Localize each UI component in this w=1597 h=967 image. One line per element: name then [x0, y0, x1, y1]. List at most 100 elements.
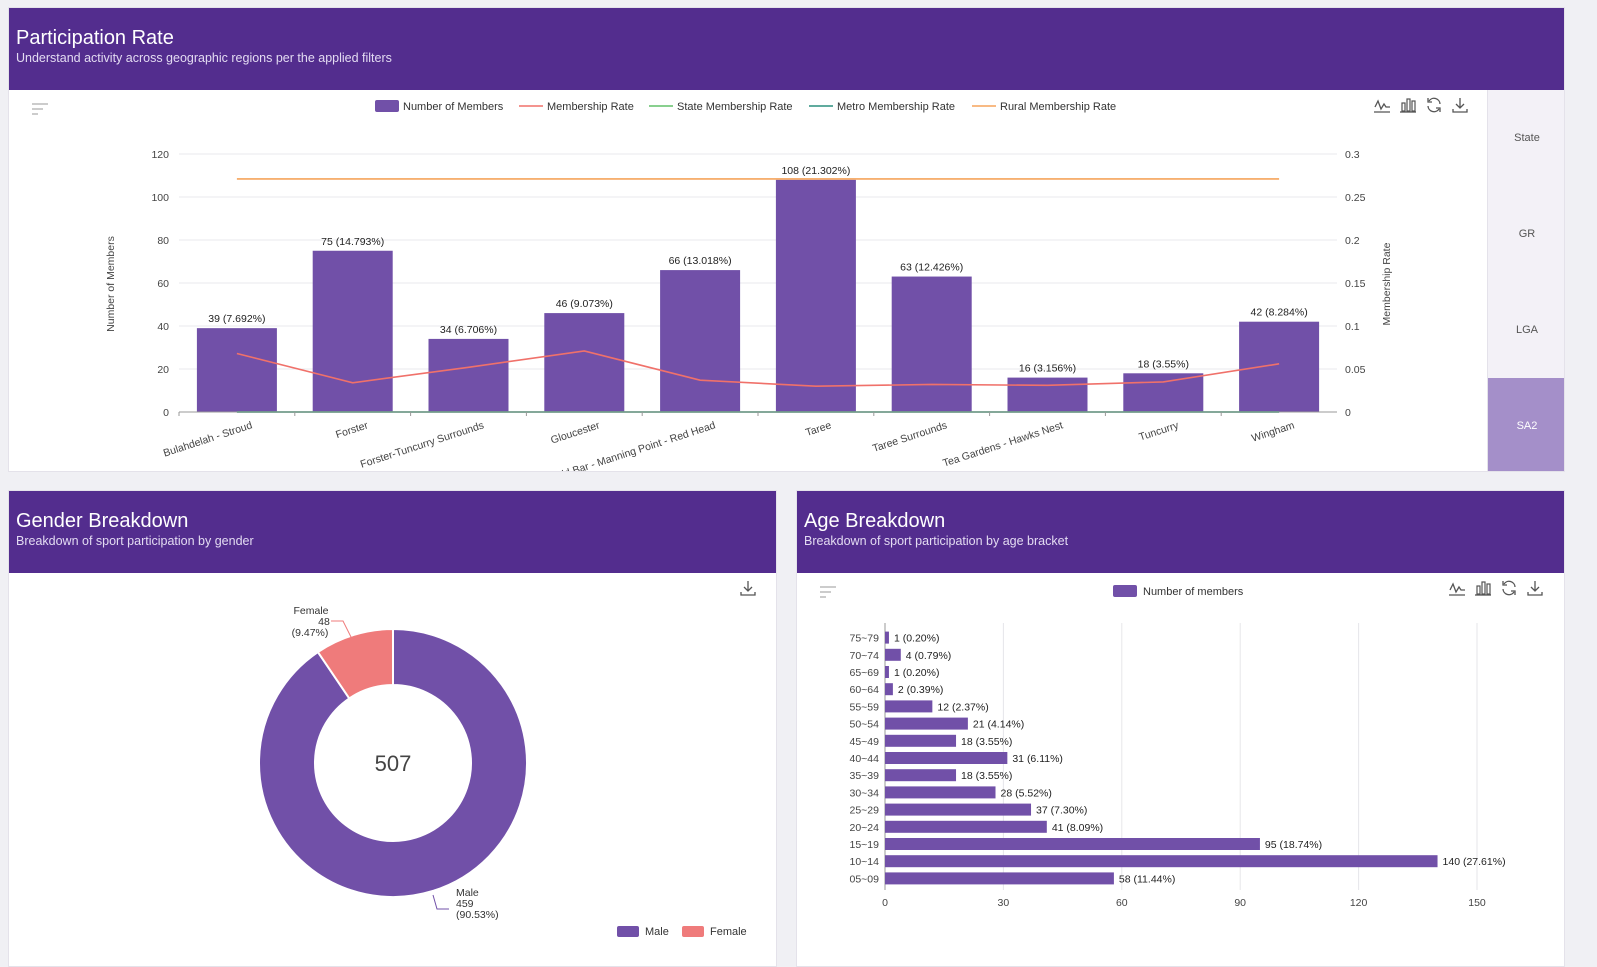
- bar-data-label: 42 (8.284%): [1250, 307, 1307, 319]
- age-bar-40~44[interactable]: [885, 752, 1008, 764]
- x-tick-label: Gloucester: [549, 419, 601, 446]
- male-label-pct: (90.53%): [456, 909, 499, 921]
- participation-title: Participation Rate: [16, 27, 174, 49]
- male-label-value: 459: [456, 898, 474, 910]
- y-tick-label: 10~14: [850, 856, 880, 868]
- participation-legend: Number of Members Membership Rate State Me…: [375, 100, 1116, 113]
- age-bar-05~09[interactable]: [885, 872, 1114, 885]
- y-tick-label: 80: [157, 235, 169, 247]
- region-level-tabs: State GR LGA SA2: [1487, 90, 1564, 471]
- bar-8[interactable]: [1123, 373, 1204, 412]
- legend-female[interactable]: Female: [710, 926, 747, 938]
- bar-6[interactable]: [891, 276, 972, 412]
- tab-gr[interactable]: GR: [1518, 228, 1536, 240]
- x-tick-label: Forster: [334, 419, 370, 441]
- gender-panel: Gender Breakdown Breakdown of sport part…: [8, 490, 777, 967]
- bar-5[interactable]: [775, 179, 856, 412]
- x-tick-label: Tea Gardens - Hawks Nest: [941, 419, 1064, 469]
- age-filter-icon[interactable]: [819, 583, 837, 601]
- legend-male[interactable]: Male: [645, 926, 669, 938]
- tab-lga[interactable]: LGA: [1515, 324, 1538, 336]
- y-tick-label: 20: [157, 364, 169, 376]
- y-tick-label: 100: [151, 192, 169, 204]
- legend-state-membership-rate[interactable]: State Membership Rate: [677, 101, 793, 113]
- age-legend-swatch[interactable]: [1113, 585, 1137, 597]
- age-bar-45~49[interactable]: [885, 734, 957, 747]
- age-bar-20~24[interactable]: [885, 820, 1047, 833]
- tab-sa2[interactable]: SA2: [1488, 378, 1564, 471]
- age-bar-35~39[interactable]: [885, 769, 957, 782]
- bar-data-label: 18 (3.55%): [1138, 358, 1189, 370]
- series-line-membership-rate[interactable]: [236, 350, 1280, 388]
- age-bar-70~74[interactable]: [885, 648, 901, 661]
- x-tick-label: 30: [998, 897, 1010, 909]
- bar-data-label: 63 (12.426%): [900, 262, 963, 274]
- legend-swatch-female[interactable]: [682, 926, 704, 937]
- y2-tick-label: 0.15: [1345, 278, 1366, 290]
- bar-1[interactable]: [312, 250, 393, 412]
- bar-7[interactable]: [1007, 377, 1088, 412]
- x-tick-label: Taree: [804, 419, 833, 439]
- legend-swatch-male[interactable]: [617, 926, 639, 937]
- age-line-chart-icon[interactable]: [1448, 579, 1466, 597]
- x-tick-label: 120: [1350, 897, 1368, 909]
- age-bar-chart: Number of members 0 30 60 90 120 150 75~79 1 (0…: [850, 585, 1506, 909]
- y2-tick-label: 0: [1345, 407, 1351, 419]
- tab-state[interactable]: State: [1514, 132, 1540, 144]
- bar-9[interactable]: [1239, 321, 1320, 412]
- legend-metro-membership-rate[interactable]: Metro Membership Rate: [837, 101, 955, 113]
- age-bar-data-label: 4 (0.79%): [906, 650, 952, 662]
- age-bar-75~79[interactable]: [885, 631, 889, 644]
- download-icon[interactable]: [1451, 96, 1469, 114]
- age-bar-60~64[interactable]: [885, 683, 893, 696]
- female-label-value: 48: [318, 616, 330, 628]
- legend-number-of-members[interactable]: Number of Members: [403, 101, 504, 113]
- bar-0[interactable]: [196, 328, 277, 412]
- gender-download-icon[interactable]: [739, 579, 757, 597]
- y-tick-label: 75~79: [850, 633, 880, 645]
- bar-chart-icon[interactable]: [1399, 96, 1417, 114]
- age-bar-data-label: 37 (7.30%): [1036, 805, 1087, 817]
- age-refresh-icon[interactable]: [1500, 579, 1518, 597]
- y-tick-label: 20~24: [850, 822, 880, 834]
- participation-panel: Participation Rate Understand activity a…: [8, 7, 1565, 472]
- age-bar-15~19[interactable]: [885, 838, 1260, 850]
- y2-tick-label: 0.05: [1345, 364, 1366, 376]
- x-tick-label: 0: [882, 897, 888, 909]
- age-bar-chart-icon[interactable]: [1474, 579, 1492, 597]
- y2-tick-label: 0.25: [1345, 192, 1366, 204]
- age-bar-10~14[interactable]: [885, 855, 1438, 868]
- legend-membership-rate[interactable]: Membership Rate: [547, 101, 634, 113]
- age-bar-25~29[interactable]: [885, 803, 1032, 816]
- legend-rural-membership-rate[interactable]: Rural Membership Rate: [1000, 101, 1116, 113]
- age-bar-50~54[interactable]: [885, 717, 968, 730]
- age-bar-data-label: 2 (0.39%): [898, 684, 944, 696]
- age-download-icon[interactable]: [1526, 579, 1544, 597]
- age-bar-data-label: 21 (4.14%): [973, 719, 1024, 731]
- age-legend-label[interactable]: Number of members: [1143, 586, 1244, 598]
- female-label-name: Female: [293, 605, 328, 617]
- bar-4[interactable]: [660, 270, 741, 412]
- y2-tick-label: 0.2: [1345, 235, 1360, 247]
- age-panel: Age Breakdown Breakdown of sport partici…: [796, 490, 1565, 967]
- donut-slice-male[interactable]: [258, 627, 529, 898]
- bar-3[interactable]: [544, 313, 625, 412]
- filter-icon[interactable]: [31, 100, 49, 118]
- bar-data-label: 108 (21.302%): [781, 165, 850, 177]
- x-tick-label: 60: [1116, 897, 1128, 909]
- participation-subtitle: Understand activity across geographic re…: [16, 51, 392, 65]
- y-tick-label: 60: [157, 278, 169, 290]
- refresh-icon[interactable]: [1425, 96, 1443, 114]
- y-tick-label: 120: [151, 149, 169, 161]
- age-bar-65~69[interactable]: [885, 666, 889, 678]
- bar-2[interactable]: [428, 338, 509, 412]
- donut-total: 507: [375, 751, 412, 776]
- donut-slice-female[interactable]: [316, 627, 394, 700]
- age-bar-30~34[interactable]: [885, 786, 996, 799]
- age-bar-55~59[interactable]: [885, 700, 933, 713]
- line-chart-icon[interactable]: [1373, 96, 1391, 114]
- gender-header: Gender Breakdown Breakdown of sport part…: [9, 491, 776, 573]
- age-bar-data-label: 12 (2.37%): [937, 701, 988, 713]
- x-tick-label: Taree Surrounds: [871, 419, 949, 454]
- legend-swatch-members[interactable]: [375, 100, 399, 112]
